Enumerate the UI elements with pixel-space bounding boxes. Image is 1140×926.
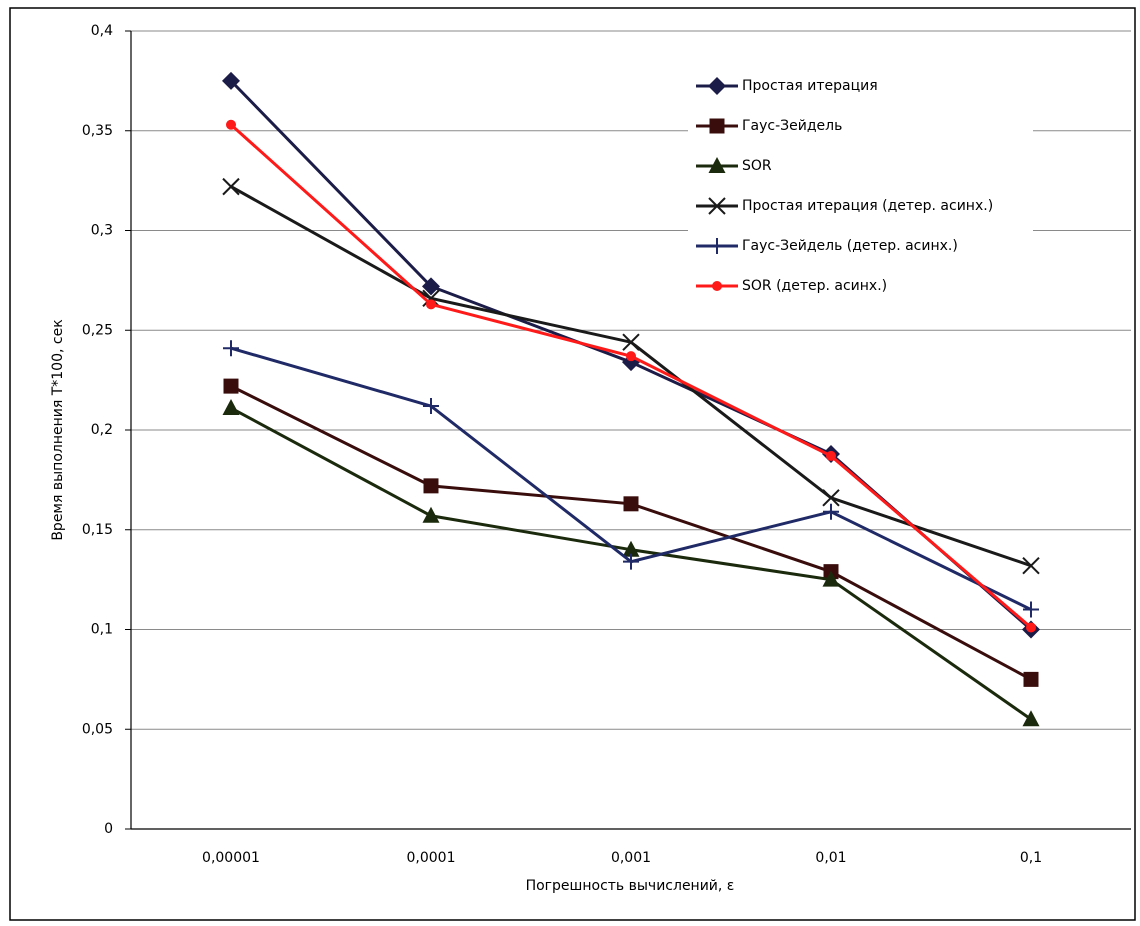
legend-label: Простая итерация (детер. асинх.): [742, 198, 993, 214]
y-tick-label: 0,3: [91, 223, 113, 239]
y-tick-label: 0,1: [91, 622, 113, 638]
marker: [822, 489, 840, 507]
marker: [1022, 556, 1040, 575]
marker: [422, 289, 440, 308]
y-tick-label: 0,25: [82, 322, 113, 338]
legend-label: Гаус-Зейдель: [742, 118, 842, 134]
marker: [426, 299, 436, 310]
marker: [1026, 622, 1036, 633]
marker: [422, 506, 440, 523]
y-tick-label: 0: [104, 821, 113, 837]
marker: [423, 398, 439, 415]
marker: [226, 119, 236, 130]
marker: [222, 71, 240, 90]
legend-label: Простая итерация: [742, 78, 878, 94]
marker: [708, 197, 726, 215]
marker: [1022, 710, 1040, 727]
marker: [823, 503, 839, 520]
x-tick-label: 0,00001: [202, 850, 260, 866]
marker: [223, 378, 239, 394]
marker: [1023, 601, 1039, 618]
legend-label: SOR: [742, 158, 772, 174]
y-tick-label: 0,4: [91, 23, 113, 39]
x-axis-title: Погрешность вычислений, ε: [526, 878, 735, 894]
y-axis-title: Время выполнения T*100, сек: [50, 319, 66, 540]
marker: [423, 478, 439, 494]
marker: [222, 399, 240, 416]
x-tick-label: 0,01: [815, 850, 846, 866]
marker: [623, 553, 639, 570]
marker: [708, 157, 726, 173]
marker: [422, 277, 440, 296]
marker: [1023, 671, 1039, 687]
legend-box: [688, 68, 1033, 300]
marker: [623, 496, 639, 512]
marker: [822, 570, 840, 587]
legend-label: Гаус-Зейдель (детер. асинх.): [742, 238, 958, 254]
marker: [708, 77, 726, 95]
legend-label: SOR (детер. асинх.): [742, 278, 887, 294]
legend: Простая итерация Гаус-Зейдель SOR Простая и…: [688, 68, 1033, 300]
y-tick-label: 0,35: [82, 123, 113, 139]
marker: [826, 450, 836, 461]
y-tick-label: 0,15: [82, 522, 113, 538]
marker: [222, 177, 240, 196]
marker: [709, 238, 725, 254]
x-tick-label: 0,0001: [407, 850, 456, 866]
marker: [223, 340, 239, 357]
x-tick-label: 0,001: [611, 850, 651, 866]
marker: [712, 281, 722, 291]
marker: [626, 351, 636, 362]
y-tick-label: 0,2: [91, 422, 113, 438]
y-tick-label: 0,05: [82, 721, 113, 737]
x-tick-label: 0,1: [1020, 850, 1042, 866]
marker: [709, 118, 725, 134]
marker: [622, 540, 640, 557]
marker: [622, 333, 640, 351]
